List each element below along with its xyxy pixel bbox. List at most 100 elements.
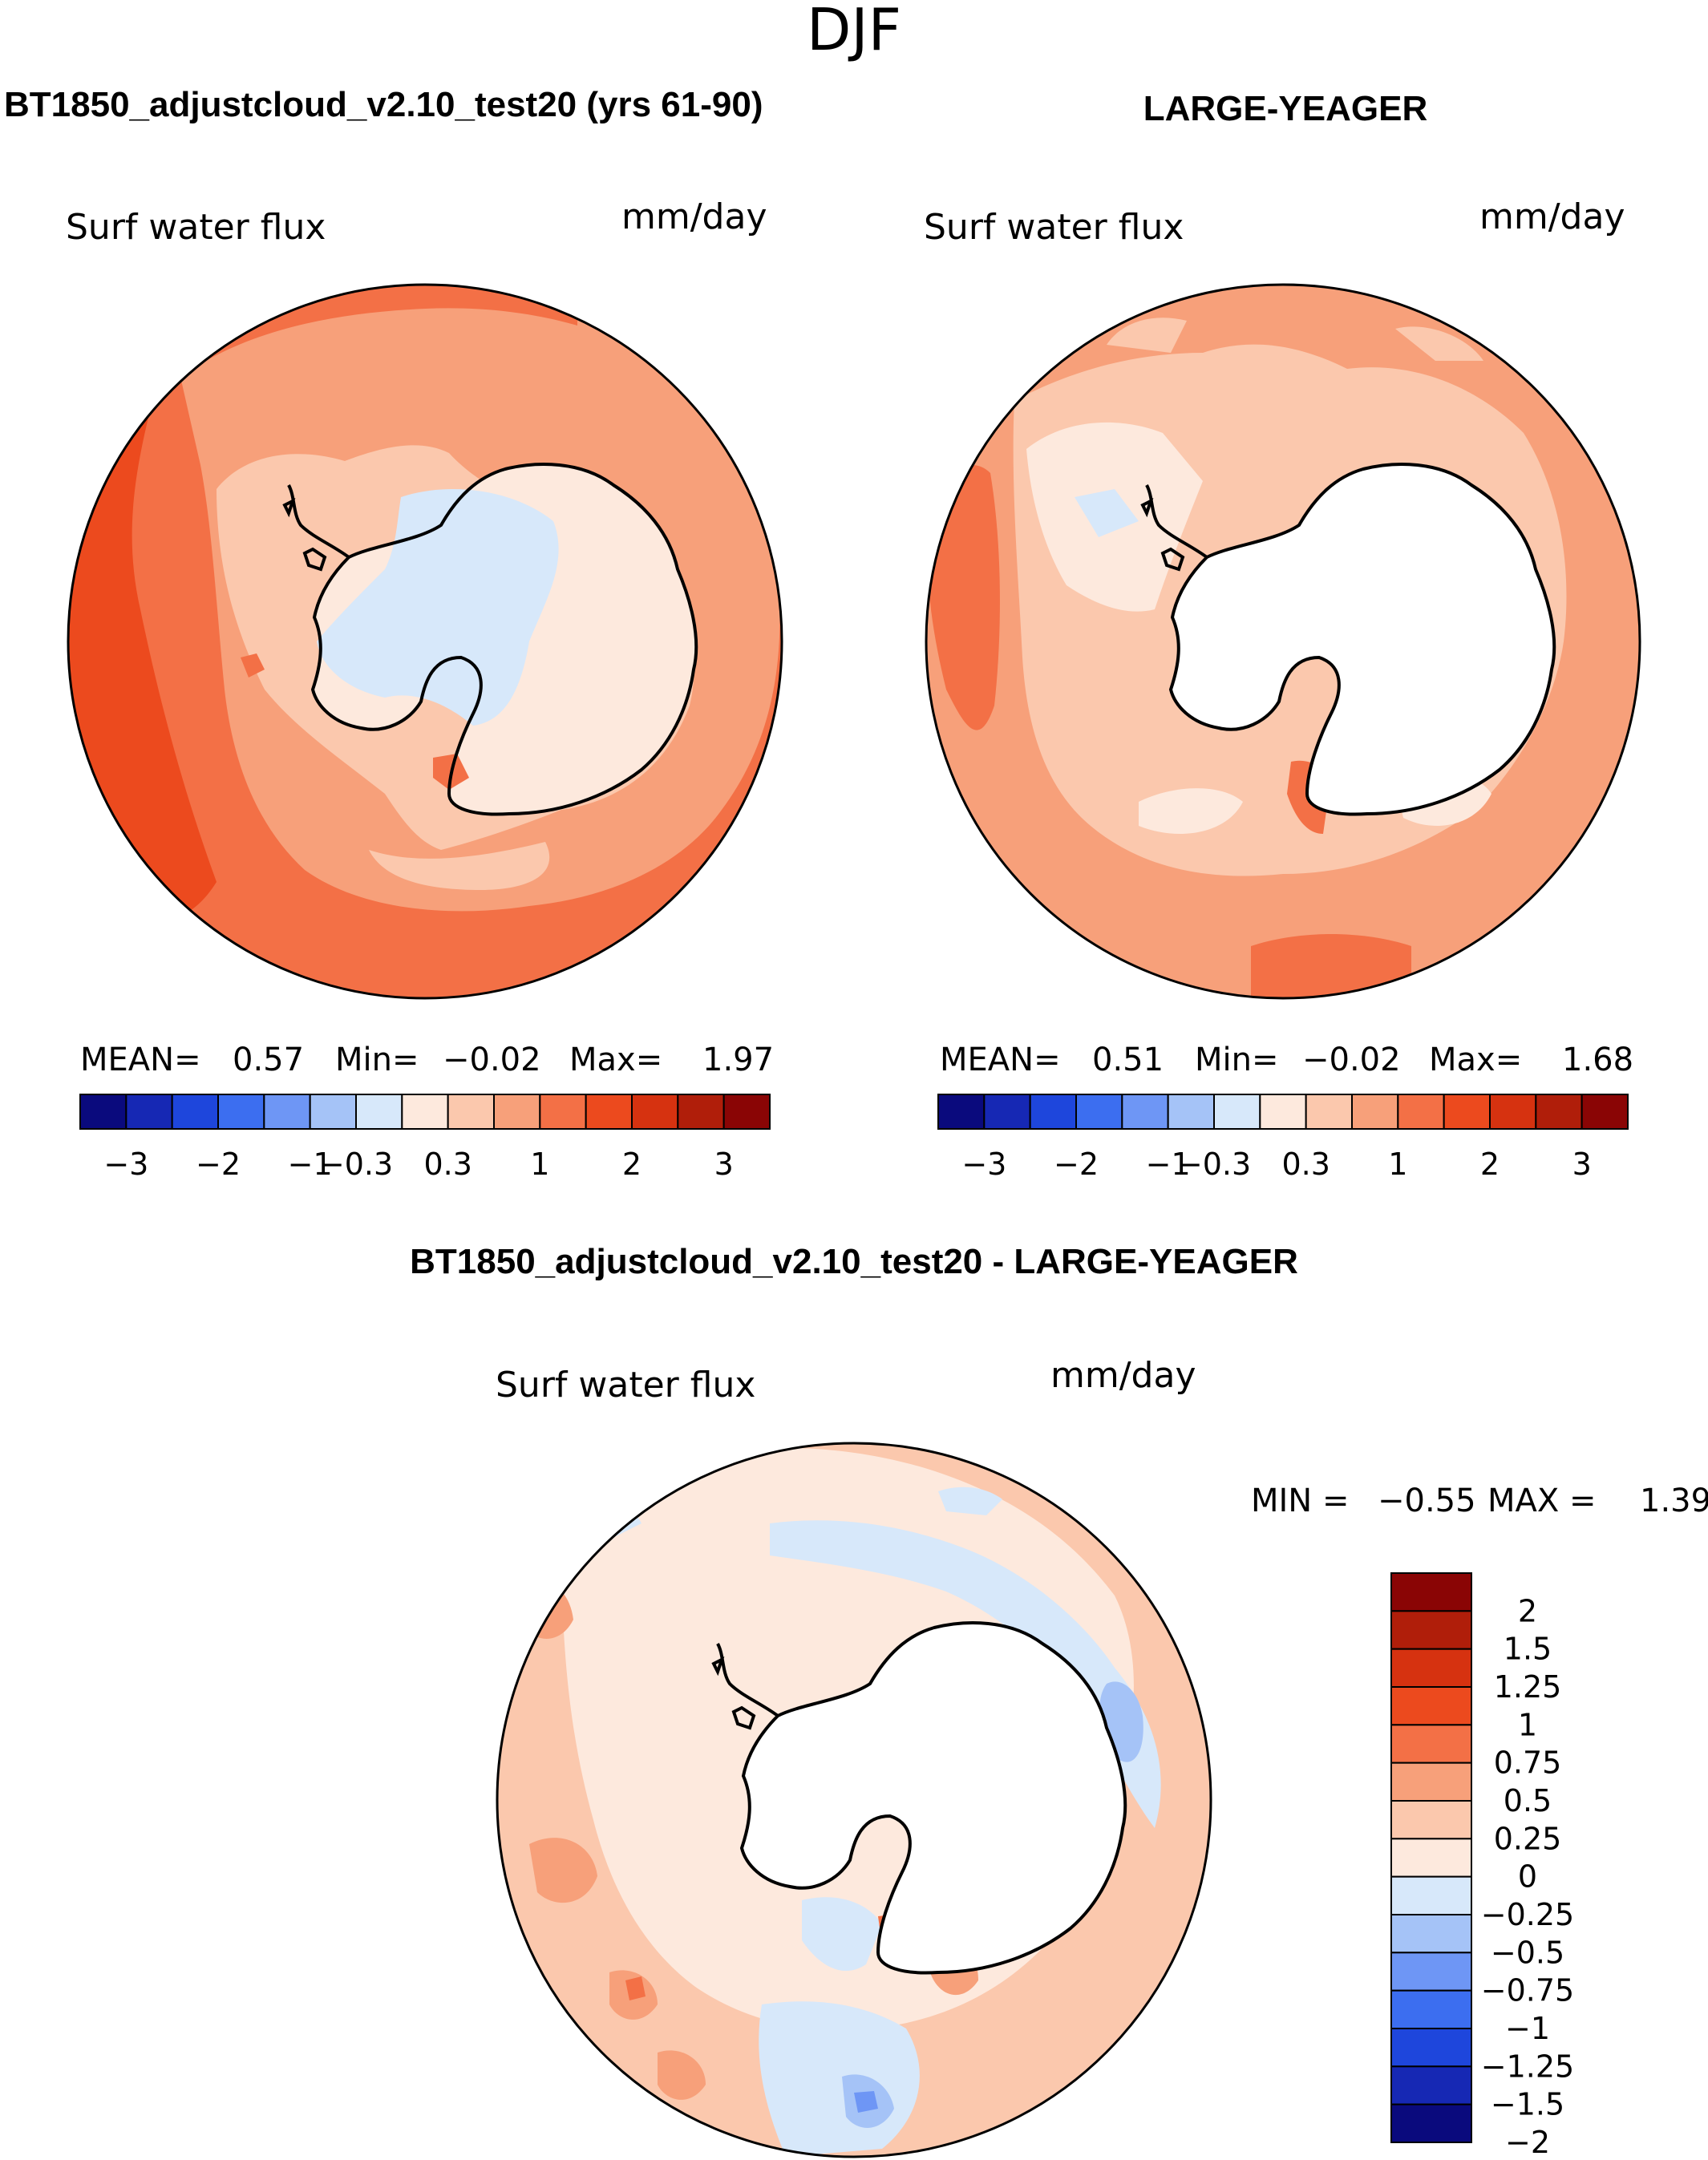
colorbar-diff-tick-label: 1.25 [1494, 1669, 1562, 1705]
colorbar-diff-swatch [1390, 2103, 1472, 2144]
colorbar-model-swatch [677, 1094, 725, 1130]
panel-model-min: −0.02 [443, 1042, 541, 1078]
colorbar-obs-tick-label: 3 [1572, 1147, 1592, 1182]
colorbar-diff-swatch [1390, 2028, 1472, 2068]
colorbar-diff-tick-label: −1.5 [1491, 2087, 1564, 2122]
colorbar-model-swatch [309, 1094, 357, 1130]
colorbar-obs-tick-label: −1 [1146, 1147, 1191, 1182]
colorbar-model-tick-label: −2 [196, 1147, 241, 1182]
svg-text:MEAN= 0.57 Min=: MEAN= 0.57 Min= −0.02 Max= 1.97 [80, 1042, 774, 1078]
svg-text:MEAN= 0.51 Min=: MEAN= 0.51 Min= −0.02 Max= 1.68 [940, 1042, 1633, 1078]
panel-diff-max: 1.39 [1640, 1482, 1708, 1519]
colorbar-diff-tick-label: −0.75 [1481, 1973, 1574, 2008]
panel-obs-min: −0.02 [1302, 1042, 1401, 1078]
colorbar-obs-tick-label: −2 [1054, 1147, 1099, 1182]
colorbar-diff-swatch [1390, 1875, 1472, 1916]
colorbar-obs-tick-label: −3 [961, 1147, 1006, 1182]
colorbar-model-tick-label: −1 [288, 1147, 333, 1182]
colorbar-diff-tick-label: −1.25 [1481, 2049, 1574, 2084]
colorbar-diff-swatch [1390, 1724, 1472, 1764]
colorbar-diff-swatch [1390, 1800, 1472, 1840]
colorbar-model-tick-label: 1 [530, 1147, 549, 1182]
panel-diff-min: −0.55 [1378, 1482, 1476, 1519]
colorbar-diff-tick-label: −0.5 [1491, 1935, 1564, 1970]
colorbar-diff-swatch [1390, 1610, 1472, 1650]
colorbar-diff-tick-label: 0.75 [1494, 1745, 1562, 1781]
colorbar-diff-swatch [1390, 1914, 1472, 1954]
colorbar-obs-swatch [1351, 1094, 1399, 1130]
colorbar-obs-tick-label: −0.3 [1177, 1147, 1251, 1182]
colorbar-obs-swatch [1489, 1094, 1537, 1130]
colorbar-obs-tick-label: 2 [1480, 1147, 1500, 1182]
season-title: DJF [807, 0, 901, 63]
colorbar-obs-swatch [1213, 1094, 1261, 1130]
colorbar-obs-swatch [1305, 1094, 1353, 1130]
colorbar-diff-swatch [1390, 1838, 1472, 1878]
colorbar-model-tick-label: 2 [622, 1147, 642, 1182]
colorbar-model-swatch [722, 1094, 771, 1130]
panel-obs-title: LARGE-YEAGER [1143, 89, 1427, 128]
colorbar-diff-tick-label: 0 [1518, 1859, 1537, 1895]
map-diff-outline [496, 1442, 1212, 2158]
colorbar-diff-tick-label: 0.25 [1494, 1821, 1562, 1856]
colorbar-model-swatch [355, 1094, 403, 1130]
panel-obs-variable: Surf water flux [924, 207, 1184, 248]
colorbar-obs: −3 −2 −1−0.3 0.3 1 2 3 [937, 1094, 1629, 1182]
svg-text:MIN = −0.55 MAX =: MIN = −0.55 MAX = 1.39 [1251, 1482, 1708, 1519]
colorbar-obs-swatch [1443, 1094, 1491, 1130]
panel-obs-min-label: Min= [1195, 1042, 1279, 1078]
colorbar-model-swatch [585, 1094, 633, 1130]
colorbar-model-swatch [447, 1094, 496, 1130]
colorbar-diff-tick-label: −1 [1505, 2011, 1550, 2046]
colorbar-obs-swatch [1029, 1094, 1077, 1130]
colorbar-obs-swatch [1075, 1094, 1123, 1130]
colorbar-diff-tick-label: 2 [1518, 1593, 1537, 1628]
colorbar-model-swatch [631, 1094, 679, 1130]
colorbar-model-tick-label: 3 [714, 1147, 734, 1182]
colorbar-obs-swatch [937, 1094, 986, 1130]
colorbar-obs-swatch [1535, 1094, 1583, 1130]
colorbar-diff-swatch [1390, 1572, 1472, 1612]
colorbar-model-swatch [263, 1094, 311, 1130]
colorbar-obs-swatch [983, 1094, 1031, 1130]
map-diff [497, 1443, 1211, 2157]
colorbar-diff: 21.51.2510.750.50.250−0.25−0.5−0.75−1−1.… [1390, 1572, 1574, 2160]
panel-model-units: mm/day [621, 196, 767, 237]
map-obs [926, 285, 1640, 998]
panel-model-mean-label: MEAN= [80, 1042, 201, 1078]
colorbar-diff-tick-label: 1.5 [1504, 1632, 1552, 1667]
colorbar-obs-swatch [1581, 1094, 1629, 1130]
colorbar-model-swatch [217, 1094, 265, 1130]
colorbar-model-tick-label: −3 [103, 1147, 148, 1182]
colorbar-model-swatch [79, 1094, 127, 1130]
colorbar-model-swatch [539, 1094, 587, 1130]
panel-model-title: BT1850_adjustcloud_v2.10_test20 (yrs 61-… [4, 85, 763, 124]
panel-diff-min-label: MIN = [1251, 1482, 1349, 1519]
colorbar-model: −3 −2 −1−0.3 0.3 1 2 3 [79, 1094, 771, 1182]
panel-diff: BT1850_adjustcloud_v2.10_test20 - LARGE-… [410, 1242, 1708, 2160]
colorbar-diff-swatch [1390, 1989, 1472, 2030]
colorbar-model-swatch [125, 1094, 173, 1130]
panel-model-mean: 0.57 [233, 1042, 304, 1078]
panel-obs: LARGE-YEAGER Surf water flux mm/day ME [924, 89, 1641, 1182]
panel-diff-title: BT1850_adjustcloud_v2.10_test20 - LARGE-… [410, 1242, 1298, 1281]
panel-diff-variable: Surf water flux [496, 1365, 755, 1406]
panel-model: BT1850_adjustcloud_v2.10_test20 (yrs 61-… [4, 85, 783, 1182]
colorbar-diff-swatch [1390, 1762, 1472, 1802]
panel-model-max: 1.97 [702, 1042, 774, 1078]
panel-model-max-label: Max= [569, 1042, 662, 1078]
colorbar-model-swatch [171, 1094, 220, 1130]
colorbar-diff-tick-label: 1 [1518, 1707, 1537, 1742]
panel-model-min-label: Min= [335, 1042, 419, 1078]
colorbar-obs-tick-label: 1 [1388, 1147, 1407, 1182]
colorbar-model-swatch [493, 1094, 541, 1130]
panel-obs-max-label: Max= [1429, 1042, 1522, 1078]
colorbar-diff-tick-label: −0.25 [1481, 1897, 1574, 1932]
panel-obs-mean: 0.51 [1092, 1042, 1164, 1078]
panel-diff-units: mm/day [1050, 1355, 1196, 1396]
panel-obs-max: 1.68 [1562, 1042, 1633, 1078]
colorbar-obs-swatch [1397, 1094, 1445, 1130]
panel-obs-units: mm/day [1479, 196, 1625, 237]
colorbar-diff-tick-label: −2 [1505, 2125, 1550, 2160]
panel-model-variable: Surf water flux [66, 207, 326, 248]
